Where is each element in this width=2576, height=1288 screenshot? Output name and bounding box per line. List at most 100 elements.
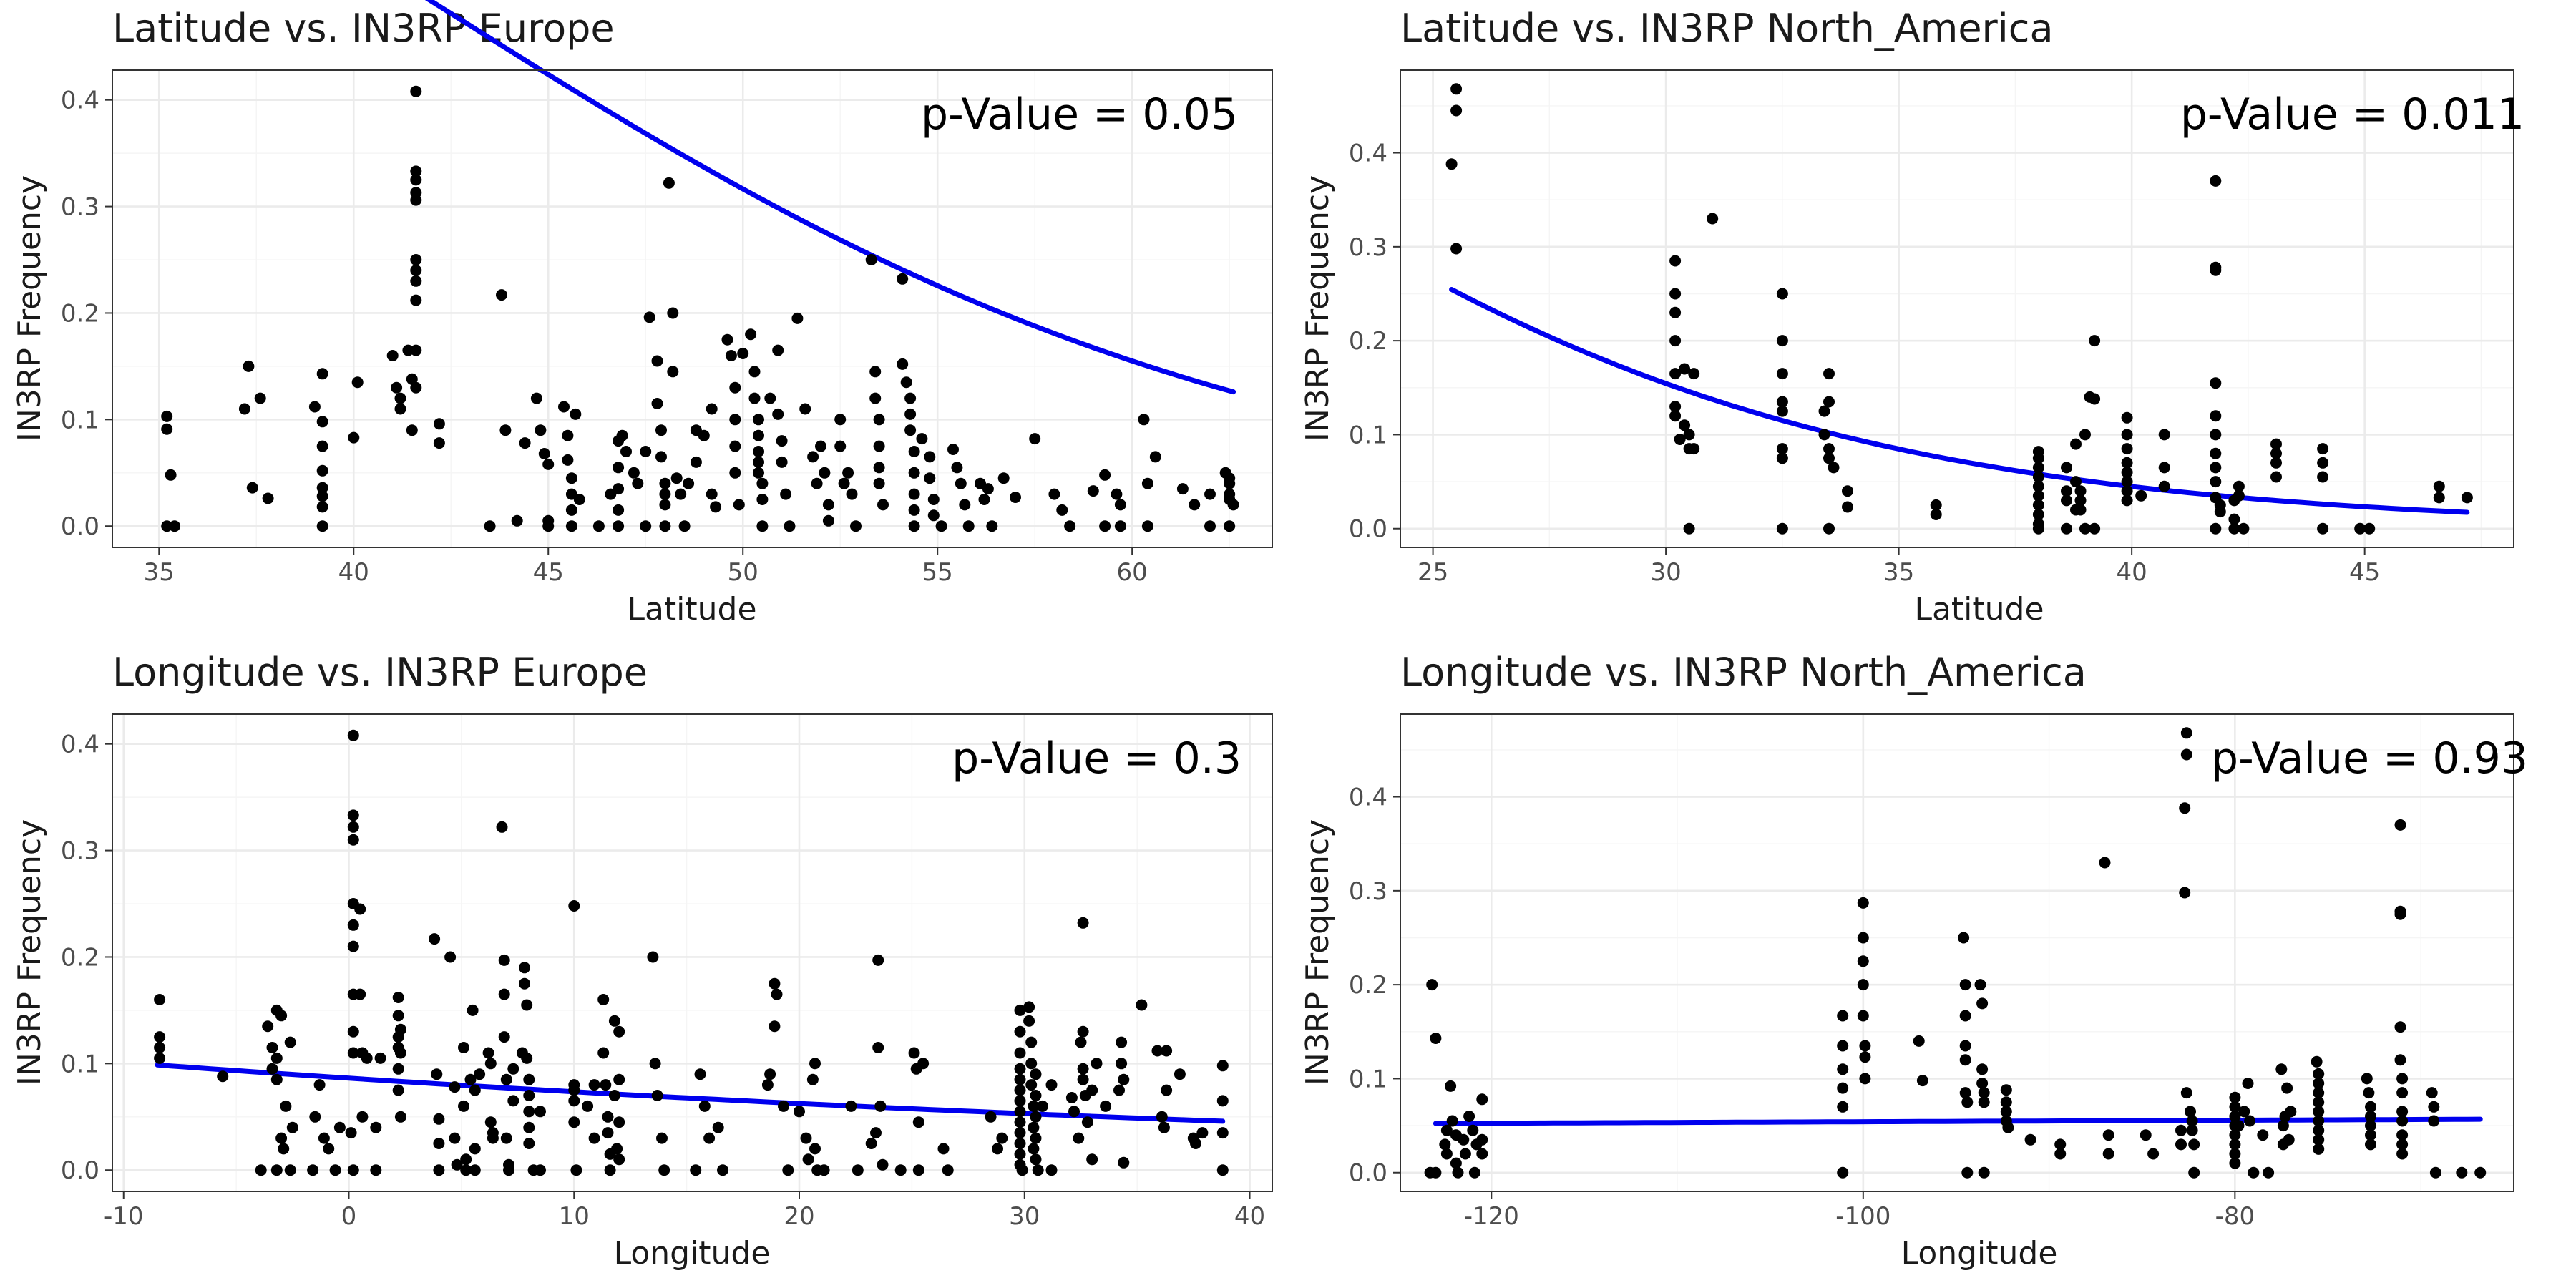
y-tick-label: 0.0 (1349, 1159, 1387, 1188)
data-point (780, 488, 792, 500)
data-point (904, 408, 917, 420)
data-point (1136, 999, 1148, 1011)
data-point (2147, 1148, 2160, 1160)
data-point (1776, 443, 1788, 455)
data-point (316, 368, 328, 380)
data-point (161, 423, 173, 435)
data-point (246, 482, 258, 494)
data-point (313, 1079, 326, 1091)
data-point (2394, 819, 2406, 831)
points-layer (1424, 727, 2487, 1179)
panel-border (1400, 713, 2514, 1192)
data-point (1086, 1153, 1098, 1166)
data-point (733, 499, 745, 511)
data-point (872, 1042, 884, 1053)
data-point (675, 488, 687, 500)
x-tick-label: 45 (2349, 558, 2380, 587)
data-point (519, 437, 531, 449)
data-point (717, 1164, 728, 1176)
data-point (2214, 499, 2226, 511)
data-point (530, 392, 542, 404)
data-point (1842, 501, 1853, 513)
data-point (1859, 1051, 1871, 1063)
data-point (2032, 499, 2044, 511)
data-point (640, 520, 652, 532)
points-layer (1445, 83, 2473, 535)
data-point (270, 1073, 283, 1085)
data-point (764, 392, 776, 404)
points-layer (154, 729, 1229, 1176)
data-point (799, 403, 811, 415)
data-point (1111, 488, 1123, 500)
data-point (1216, 1127, 1229, 1139)
data-point (802, 1153, 814, 1166)
data-point (908, 446, 920, 457)
data-point (2089, 335, 2101, 347)
y-tick-label: 0.1 (1349, 421, 1387, 449)
data-point (1036, 1100, 1048, 1112)
data-point (729, 440, 741, 452)
data-point (2233, 480, 2245, 492)
data-point (912, 1116, 924, 1128)
data-point (1837, 1063, 1849, 1075)
data-point (2363, 1087, 2375, 1099)
data-point (2210, 462, 2222, 474)
data-point (1227, 499, 1239, 511)
data-point (1116, 1036, 1128, 1048)
data-point (2233, 489, 2245, 502)
data-point (2032, 509, 2044, 520)
data-point (2229, 1111, 2241, 1122)
data-point (2188, 1138, 2200, 1151)
data-point (1776, 288, 1788, 300)
data-point (1014, 1106, 1026, 1118)
y-tick-label: 0.1 (1349, 1065, 1387, 1093)
data-point (1014, 1004, 1026, 1016)
data-point (1679, 419, 1691, 431)
data-point (1014, 1095, 1026, 1107)
data-point (307, 1164, 319, 1176)
data-point (873, 414, 885, 426)
data-point (467, 1004, 479, 1016)
data-point (2000, 1084, 2012, 1096)
data-point (1118, 1156, 1130, 1169)
data-point (900, 376, 912, 389)
data-point (1030, 1153, 1042, 1166)
data-point (753, 429, 764, 441)
data-point (570, 1164, 582, 1176)
fit-line (1433, 1116, 2483, 1126)
panel-title: Latitude vs. IN3RP North_America (1400, 6, 2054, 51)
data-point (374, 1052, 386, 1064)
data-point (745, 328, 757, 341)
data-point (616, 429, 628, 441)
y-axis-label: IN3RP Frequency (11, 175, 48, 441)
data-point (877, 499, 889, 511)
data-point (791, 312, 804, 324)
data-point (865, 1138, 877, 1149)
plot-background (112, 714, 1272, 1191)
data-point (431, 1068, 443, 1080)
data-point (1156, 1111, 1168, 1123)
data-point (391, 381, 403, 394)
data-point (1014, 1138, 1026, 1149)
data-point (608, 1015, 620, 1027)
data-point (469, 1084, 481, 1096)
p-value-annotation: p-Value = 0.3 (952, 733, 1241, 784)
data-point (1014, 1073, 1026, 1085)
data-point (1476, 1093, 1488, 1106)
data-point (2396, 1129, 2409, 1141)
x-tick-label: 35 (144, 558, 175, 587)
data-point (908, 520, 920, 532)
data-point (523, 1073, 535, 1085)
points-layer (161, 85, 1239, 532)
data-point (2317, 471, 2329, 483)
data-point (2365, 1101, 2376, 1113)
x-tick-label: 20 (784, 1202, 814, 1231)
y-axis-label: IN3RP Frequency (1299, 175, 1336, 441)
data-point (1857, 897, 1869, 909)
data-point (2396, 1073, 2409, 1085)
data-point (2396, 1115, 2409, 1127)
data-point (500, 1132, 512, 1144)
data-point (1045, 1079, 1058, 1091)
data-point (474, 1068, 486, 1080)
data-point (1458, 1133, 1470, 1146)
